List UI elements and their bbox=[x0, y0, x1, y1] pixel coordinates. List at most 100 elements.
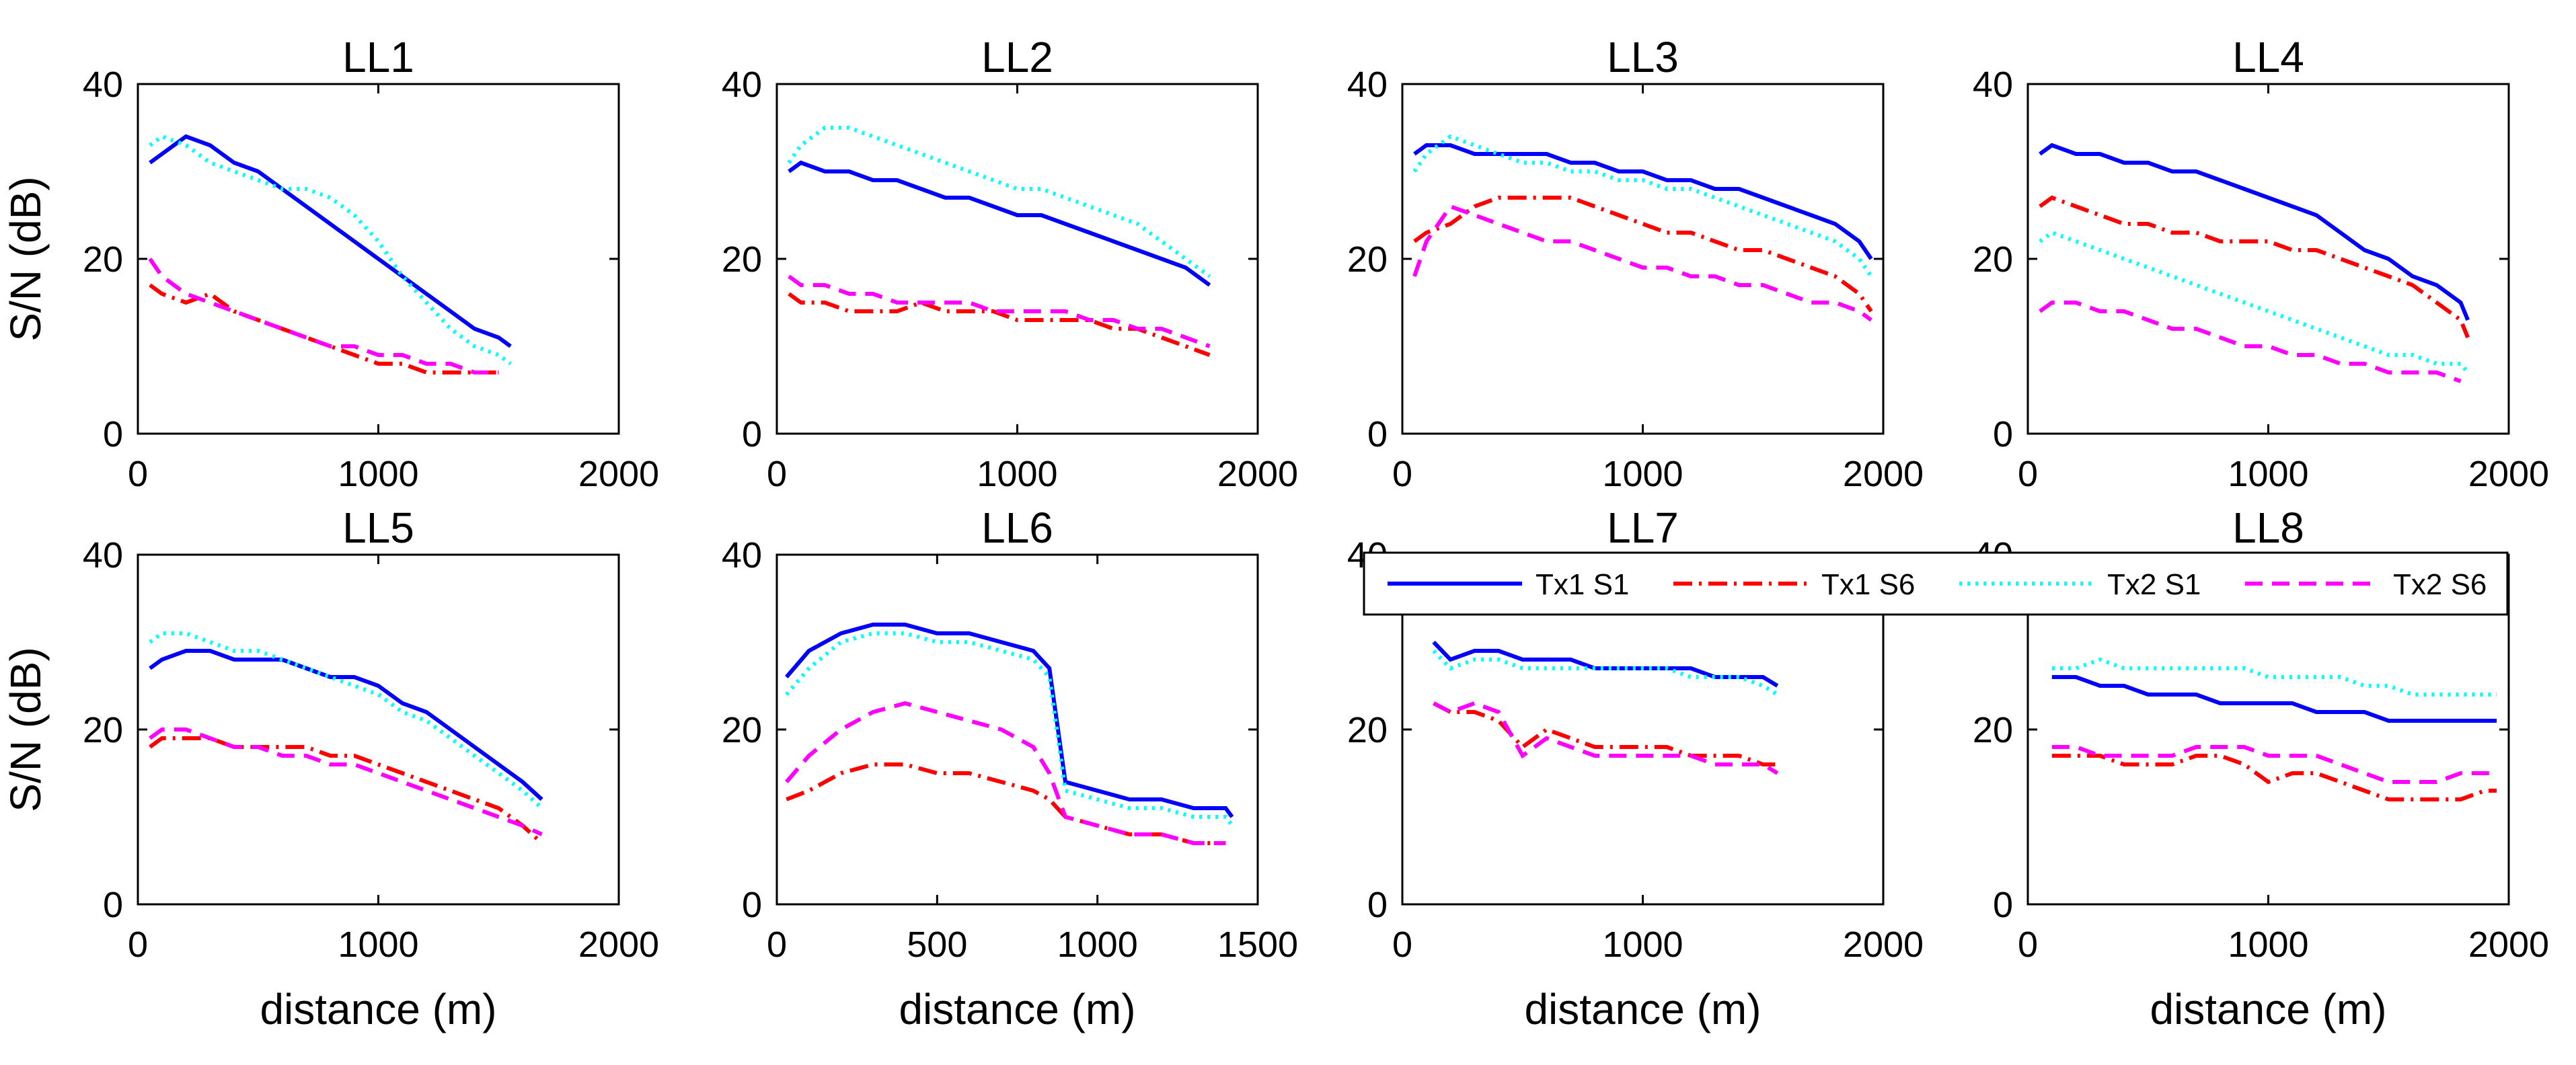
legend-label-tx1-s1: Tx1 S1 bbox=[1536, 568, 1629, 601]
panel-ll7-xlabel: distance (m) bbox=[1524, 985, 1761, 1033]
panel-ll7-xtick-label: 0 bbox=[1392, 924, 1412, 965]
panel-ll8-xtick-label: 2000 bbox=[2468, 924, 2549, 965]
panel-ll7-ytick-label: 20 bbox=[1347, 710, 1388, 750]
panel-ll8-series-tx2-s6 bbox=[2051, 745, 2497, 784]
panel-ll8-ytick-label: 20 bbox=[1973, 710, 2013, 750]
panel-ll3-series-tx1-s1 bbox=[1413, 143, 1873, 260]
panel-ll7-ytick-label: 0 bbox=[1367, 885, 1388, 925]
panel-ll4-axes-frame bbox=[2026, 83, 2510, 435]
panel-ll8-xlabel: distance (m) bbox=[2150, 985, 2386, 1033]
panel-ll2-ytick-label: 40 bbox=[722, 65, 762, 105]
panel-ll1-xtick-label: 2000 bbox=[578, 454, 659, 494]
panel-ll6-axes-frame bbox=[775, 553, 1259, 906]
panel-ll5-xtick-label: 2000 bbox=[578, 924, 659, 965]
panel-ll7-series-tx1-s1 bbox=[1432, 640, 1779, 688]
panel-ll4-ytick-label: 20 bbox=[1973, 239, 2013, 280]
panel-ll1-ytick-label: 20 bbox=[83, 239, 123, 280]
panel-ll6-series-tx1-s6 bbox=[786, 762, 1226, 845]
panel-ll8-xtick-label: 1000 bbox=[2228, 924, 2308, 965]
panel-ll2-xtick-label: 1000 bbox=[977, 454, 1057, 494]
panel-ll1-series-tx1-s1 bbox=[149, 134, 512, 348]
panel-ll5-xlabel: distance (m) bbox=[260, 985, 496, 1033]
panel-ll5-series-tx1-s1 bbox=[149, 649, 543, 801]
panel-ll8-series-tx2-s1 bbox=[2051, 657, 2497, 697]
panel-ll3-xtick-label: 1000 bbox=[1602, 454, 1683, 494]
panel-ll5-series-tx2-s1 bbox=[149, 631, 543, 810]
panel-ll7-series-tx2-s6 bbox=[1433, 701, 1779, 775]
panel-ll6-series-tx2-s6 bbox=[785, 701, 1226, 845]
panel-ll2-xtick-label: 0 bbox=[767, 454, 787, 494]
panel-ll2-series-tx1-s6 bbox=[788, 292, 1211, 357]
panel-ll5-ytick-label: 20 bbox=[83, 710, 123, 750]
panel-ll5-ytick-label: 0 bbox=[103, 885, 123, 925]
panel-ll5-xtick-label: 0 bbox=[128, 924, 148, 965]
legend: Tx1 S1 Tx1 S6 Tx2 S1 Tx2 S6 bbox=[1363, 551, 2509, 616]
panel-ll2-xtick-label: 2000 bbox=[1217, 454, 1298, 494]
panel-ll4-xtick-label: 1000 bbox=[2228, 454, 2308, 494]
panel-ll4-series-tx1-s6 bbox=[2039, 195, 2470, 339]
panel-ll2-axes-frame bbox=[775, 83, 1259, 435]
panel-ll5-ytick-label: 40 bbox=[83, 535, 123, 576]
panel-ll2-series-tx1-s1 bbox=[788, 160, 1211, 287]
panel-ll4-series-tx1-s1 bbox=[2039, 143, 2470, 321]
panel-ll6-xtick-label: 1000 bbox=[1057, 924, 1138, 965]
panel-ll7-title: LL7 bbox=[1607, 504, 1679, 552]
panel-ll1-xtick-label: 0 bbox=[128, 454, 148, 494]
panel-ll4-xtick-label: 0 bbox=[2018, 454, 2038, 494]
panel-ll3-ytick-label: 0 bbox=[1367, 414, 1388, 455]
panel-ll8-title: LL8 bbox=[2232, 504, 2304, 552]
panel-ll8-ytick-label: 0 bbox=[1993, 885, 2013, 925]
panel-ll8-xtick-label: 0 bbox=[2018, 924, 2038, 965]
panel-ll1-title: LL1 bbox=[342, 33, 414, 81]
panel-ll3: 0 20 40 0 1000 2000 LL3 bbox=[1347, 33, 1924, 494]
panel-ll1-series-tx2-s6 bbox=[148, 258, 499, 374]
legend-label-tx2-s1: Tx2 S1 bbox=[2107, 568, 2201, 601]
panel-ll6-series-tx1-s1 bbox=[785, 623, 1234, 818]
panel-ll4-ytick-label: 40 bbox=[1973, 65, 2013, 105]
panel-ll6: 0 20 40 0 500 1000 1500 LL6 distance (m) bbox=[722, 504, 1298, 1033]
panel-ll4-title: LL4 bbox=[2232, 33, 2304, 81]
panel-ll7-series-tx2-s1 bbox=[1432, 649, 1779, 697]
panel-ll3-series-tx2-s6 bbox=[1412, 204, 1872, 322]
panel-ll6-ytick-label: 0 bbox=[742, 885, 762, 925]
panel-ll3-ytick-label: 20 bbox=[1347, 239, 1388, 280]
panel-ll7-xtick-label: 2000 bbox=[1843, 924, 1924, 965]
panel-ll3-axes-frame bbox=[1401, 83, 1885, 435]
panel-ll3-series-tx2-s1 bbox=[1412, 134, 1873, 278]
panel-ll6-xlabel: distance (m) bbox=[899, 985, 1135, 1033]
panel-ll4-series-tx2-s1 bbox=[2039, 230, 2470, 374]
legend-label-tx1-s6: Tx1 S6 bbox=[1821, 568, 1915, 601]
panel-ll8-series-tx1-s6 bbox=[2051, 754, 2497, 801]
legend-label-tx2-s6: Tx2 S6 bbox=[2393, 568, 2487, 601]
panel-ll2-series-tx2-s6 bbox=[788, 274, 1211, 348]
panel-ll3-ytick-label: 40 bbox=[1347, 65, 1388, 105]
legend-box bbox=[1363, 551, 2509, 616]
panel-ll6-xtick-label: 1500 bbox=[1217, 924, 1298, 965]
panel-ll4-ytick-label: 0 bbox=[1993, 414, 2013, 455]
panel-ll6-ytick-label: 40 bbox=[722, 535, 762, 576]
panel-ll4: 0 20 40 0 1000 2000 LL4 bbox=[1973, 33, 2549, 494]
panel-ll2-ytick-label: 0 bbox=[742, 414, 762, 455]
panel-ll3-series-tx1-s6 bbox=[1413, 196, 1873, 313]
panel-ll8-series-tx1-s1 bbox=[2051, 675, 2497, 723]
panel-ll7: 02040010002000LL7distance (m) bbox=[1347, 504, 1924, 1033]
panel-ll6-xtick-label: 500 bbox=[907, 924, 967, 965]
panel-ll7-series-tx1-s6 bbox=[1433, 701, 1778, 766]
panel-ll6-series-tx2-s1 bbox=[785, 631, 1234, 827]
panel-ll2-ytick-label: 20 bbox=[722, 239, 762, 280]
panel-ll2-title: LL2 bbox=[981, 33, 1053, 81]
panel-ll5-xtick-label: 1000 bbox=[338, 924, 418, 965]
panel-ll3-title: LL3 bbox=[1607, 33, 1679, 81]
panel-ll2-series-tx2-s1 bbox=[787, 126, 1211, 278]
panel-ll1-xtick-label: 1000 bbox=[338, 454, 418, 494]
panel-ll3-xtick-label: 2000 bbox=[1843, 454, 1924, 494]
panel-ll5-title: LL5 bbox=[342, 504, 414, 552]
panel-ll7-xtick-label: 1000 bbox=[1602, 924, 1683, 965]
panel-ll5-ylabel: S/N (dB) bbox=[1, 647, 50, 812]
panel-ll4-series-tx2-s6 bbox=[2039, 301, 2462, 383]
panel-ll5-series-tx2-s6 bbox=[149, 727, 543, 836]
panel-ll1-ylabel: S/N (dB) bbox=[1, 176, 50, 341]
panel-ll1: 0 20 40 0 1000 2000 LL1 S/N (dB) bbox=[1, 33, 659, 494]
panel-ll3-xtick-label: 0 bbox=[1392, 454, 1412, 494]
